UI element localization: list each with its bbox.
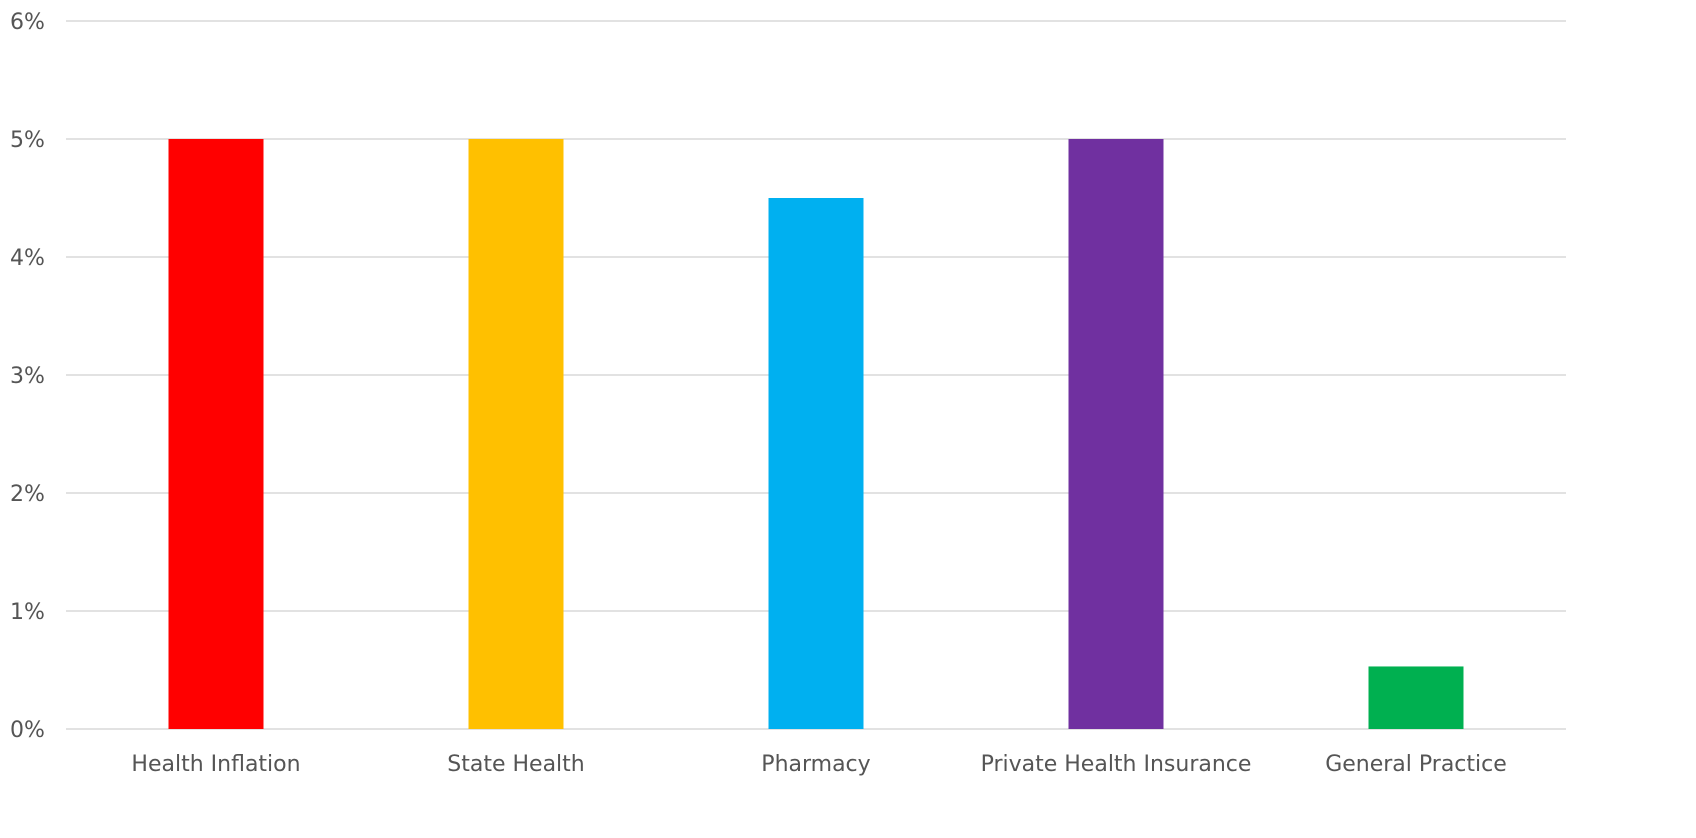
y-tick-label: 0%: [10, 718, 45, 743]
x-category-label: Pharmacy: [761, 752, 870, 777]
x-category-label: Private Health Insurance: [981, 752, 1252, 777]
bar-private-health-insurance: [1068, 139, 1164, 729]
y-tick-label: 3%: [10, 364, 45, 389]
x-category-label: State Health: [447, 752, 584, 777]
y-tick-label: 6%: [10, 10, 45, 35]
bar-state-health: [468, 139, 564, 729]
y-axis-tick-labels: 0% 1% 2% 3% 4% 5% 6%: [10, 10, 45, 743]
y-tick-label: 1%: [10, 600, 45, 625]
bar-general-practice: [1368, 666, 1464, 729]
y-tick-label: 4%: [10, 246, 45, 271]
bar-health-inflation: [168, 139, 264, 729]
y-tick-label: 5%: [10, 128, 45, 153]
x-category-label: General Practice: [1325, 752, 1507, 777]
bar-pharmacy: [768, 198, 864, 729]
bars: [168, 139, 1464, 729]
y-tick-label: 2%: [10, 482, 45, 507]
x-category-label: Health Inflation: [131, 752, 300, 777]
x-axis-category-labels: Health Inflation State Health Pharmacy Priv…: [131, 752, 1506, 777]
